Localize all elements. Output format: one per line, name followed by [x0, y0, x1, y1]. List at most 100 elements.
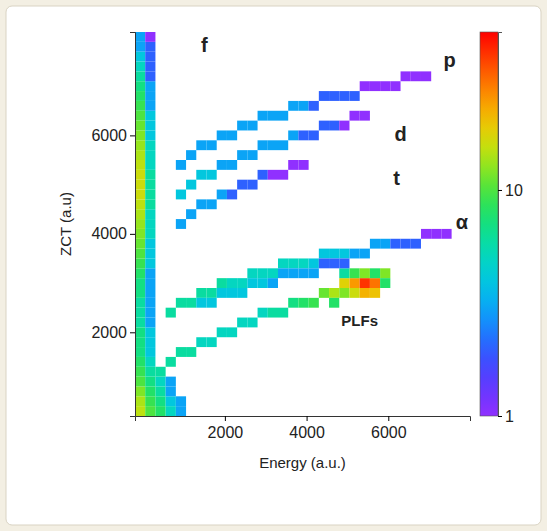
heat-cell — [206, 170, 216, 180]
chart-svg: 200040006000200040006000Energy (a.u.)ZCT… — [0, 0, 547, 531]
heat-cell — [145, 121, 155, 131]
x-tick: 4000 — [289, 416, 325, 441]
heat-cell — [319, 288, 329, 298]
y-tick-label: 2000 — [91, 324, 127, 341]
heat-cell — [298, 101, 308, 111]
heat-cell — [135, 377, 145, 387]
heat-cell — [298, 160, 308, 170]
heat-cell — [145, 249, 155, 259]
heat-cell — [227, 130, 237, 140]
heat-cell — [268, 308, 278, 318]
y-tick-mark — [130, 332, 135, 333]
heat-cell — [135, 337, 145, 347]
heat-cell — [176, 190, 186, 200]
heat-cell — [186, 209, 196, 219]
heat-cell — [217, 190, 227, 200]
heat-cell — [145, 150, 155, 160]
heat-cell — [145, 239, 155, 249]
x-tick-label: 6000 — [371, 424, 407, 441]
heat-cell — [278, 111, 288, 121]
heat-cell — [166, 357, 176, 367]
heat-cell — [217, 160, 227, 170]
heat-cell — [135, 298, 145, 308]
heat-cell — [145, 288, 155, 298]
heat-cell — [227, 190, 237, 200]
heat-cell — [135, 258, 145, 268]
heat-cell — [145, 298, 155, 308]
heat-cell — [339, 121, 349, 131]
heat-cell — [319, 249, 329, 259]
heat-cell — [360, 81, 370, 91]
heat-cell — [258, 111, 268, 121]
heat-cell — [145, 327, 155, 337]
heat-cell — [288, 298, 298, 308]
annotation: t — [393, 167, 400, 189]
heat-cell — [258, 170, 268, 180]
colorbar-tick: 1 — [498, 408, 514, 425]
heat-cell — [206, 337, 216, 347]
heat-cell — [176, 219, 186, 229]
x-tick-mark — [388, 416, 389, 421]
heat-cell — [298, 268, 308, 278]
y-tick-mark — [130, 234, 135, 235]
heat-cell — [411, 71, 421, 81]
heat-cell — [237, 180, 247, 190]
y-tick: 4000 — [91, 225, 135, 242]
heat-cell — [247, 180, 257, 190]
annotation: p — [443, 49, 455, 71]
heat-cell — [278, 258, 288, 268]
heat-cell — [145, 209, 155, 219]
heat-cell — [145, 229, 155, 239]
heat-cell — [155, 377, 165, 387]
heat-cell — [135, 62, 145, 72]
x-axis-line — [136, 417, 471, 422]
heat-cell — [329, 258, 339, 268]
heat-cell — [360, 249, 370, 259]
heat-cell — [268, 170, 278, 180]
heat-cell — [258, 278, 268, 288]
heat-cell — [135, 140, 145, 150]
heat-cell — [176, 298, 186, 308]
heat-cell — [135, 229, 145, 239]
heat-cell — [278, 308, 288, 318]
heat-cell — [217, 278, 227, 288]
heat-cell — [227, 288, 237, 298]
heat-cell — [135, 239, 145, 249]
colorbar — [480, 32, 498, 416]
heat-cell — [145, 62, 155, 72]
heat-cell — [176, 396, 186, 406]
heat-cell — [196, 288, 206, 298]
heat-cell — [176, 347, 186, 357]
heat-cell — [196, 337, 206, 347]
heat-cell — [135, 130, 145, 140]
heat-cell — [145, 130, 155, 140]
colorbar-tick: 10 — [498, 182, 523, 199]
heat-cell — [349, 111, 359, 121]
heat-cell — [360, 278, 370, 288]
heat-cell — [145, 406, 155, 416]
heat-cell — [145, 32, 155, 42]
heat-cell — [145, 278, 155, 288]
heat-cell — [135, 308, 145, 318]
heat-cell — [155, 406, 165, 416]
heat-cell — [329, 121, 339, 131]
heat-cell — [135, 42, 145, 52]
x-tick: 6000 — [371, 416, 407, 441]
heat-cell — [206, 288, 216, 298]
y-axis-line — [130, 33, 136, 417]
heat-cell — [349, 91, 359, 101]
heat-cell — [145, 101, 155, 111]
heat-cell — [258, 268, 268, 278]
heat-cell — [319, 91, 329, 101]
heat-cell — [145, 337, 155, 347]
heat-cell — [370, 239, 380, 249]
x-tick-mark — [225, 416, 226, 421]
heat-cell — [309, 298, 319, 308]
heat-cell — [421, 71, 431, 81]
heat-cell — [217, 327, 227, 337]
heat-cell — [135, 199, 145, 209]
heat-cell — [278, 170, 288, 180]
heat-cell — [309, 258, 319, 268]
heat-cell — [166, 308, 176, 318]
heat-cell — [288, 258, 298, 268]
